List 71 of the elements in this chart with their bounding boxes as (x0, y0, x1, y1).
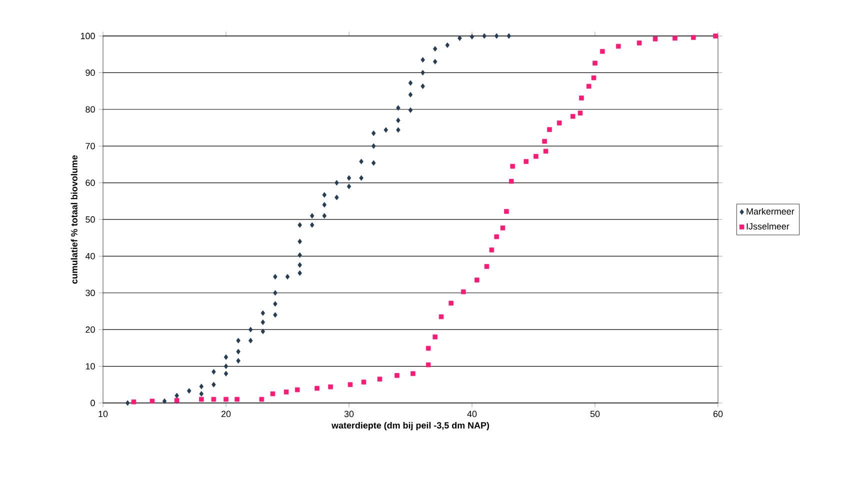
point (150, 398, 155, 404)
point (474, 278, 480, 282)
point (361, 380, 366, 384)
point (294, 387, 300, 392)
point (426, 346, 431, 351)
point (438, 314, 444, 320)
point (270, 391, 276, 396)
point (461, 289, 466, 294)
point (504, 209, 509, 214)
y-tick-label: 10 (86, 363, 95, 370)
x-tick-label: 50 (590, 410, 600, 418)
y-tick-label: 60 (86, 180, 95, 186)
point (579, 96, 584, 100)
point (448, 300, 454, 306)
point (284, 390, 289, 394)
point (691, 35, 696, 40)
point (314, 386, 320, 391)
x-axis-title: waterdiepte (dm bij peil -3,5 dm NAP) (332, 422, 490, 430)
x-tick-label: 10 (98, 410, 108, 418)
y-tick-label: 100 (80, 32, 95, 40)
point (534, 154, 538, 159)
point (410, 371, 416, 376)
point (547, 127, 552, 132)
point (556, 120, 562, 126)
point (592, 60, 598, 66)
point (510, 164, 515, 169)
legend-label: Markermeer (746, 208, 794, 215)
point (578, 110, 583, 116)
point (432, 334, 438, 340)
y-tick-label: 20 (86, 326, 95, 333)
point (652, 36, 658, 42)
point (542, 138, 547, 144)
point (484, 264, 490, 269)
y-tick-label: 30 (86, 290, 95, 296)
point (494, 234, 499, 240)
point (616, 44, 621, 49)
point (500, 226, 506, 230)
point (224, 396, 228, 402)
point (713, 34, 718, 38)
y-tick-label: 90 (86, 70, 95, 76)
point (543, 148, 548, 154)
point (131, 399, 136, 404)
point (328, 384, 333, 390)
point (234, 396, 240, 402)
y-tick-label: 0 (90, 400, 95, 406)
point (348, 382, 353, 388)
point (586, 84, 592, 89)
point (489, 248, 494, 252)
point (426, 362, 431, 368)
x-tick-label: 60 (713, 410, 723, 418)
point (199, 396, 204, 402)
point (508, 178, 514, 184)
y-tick-label: 40 (85, 253, 95, 260)
point (600, 49, 605, 54)
point (524, 159, 529, 164)
legend-label: IJsselmeer (746, 222, 790, 230)
point (672, 36, 678, 41)
point (259, 396, 264, 402)
y-tick-label: 70 (86, 142, 95, 150)
y-tick-label: 50 (86, 216, 95, 223)
point (591, 75, 596, 80)
x-tick-label: 20 (221, 410, 231, 418)
point (377, 376, 382, 382)
y-tick-label: 80 (86, 106, 95, 113)
x-tick-label: 40 (467, 410, 477, 418)
point (570, 114, 576, 119)
y-axis-title: cumulatief % totaal biovolume (70, 155, 78, 284)
x-tick-label: 30 (344, 410, 354, 418)
point (394, 373, 400, 378)
point (636, 40, 642, 46)
point (211, 396, 216, 402)
